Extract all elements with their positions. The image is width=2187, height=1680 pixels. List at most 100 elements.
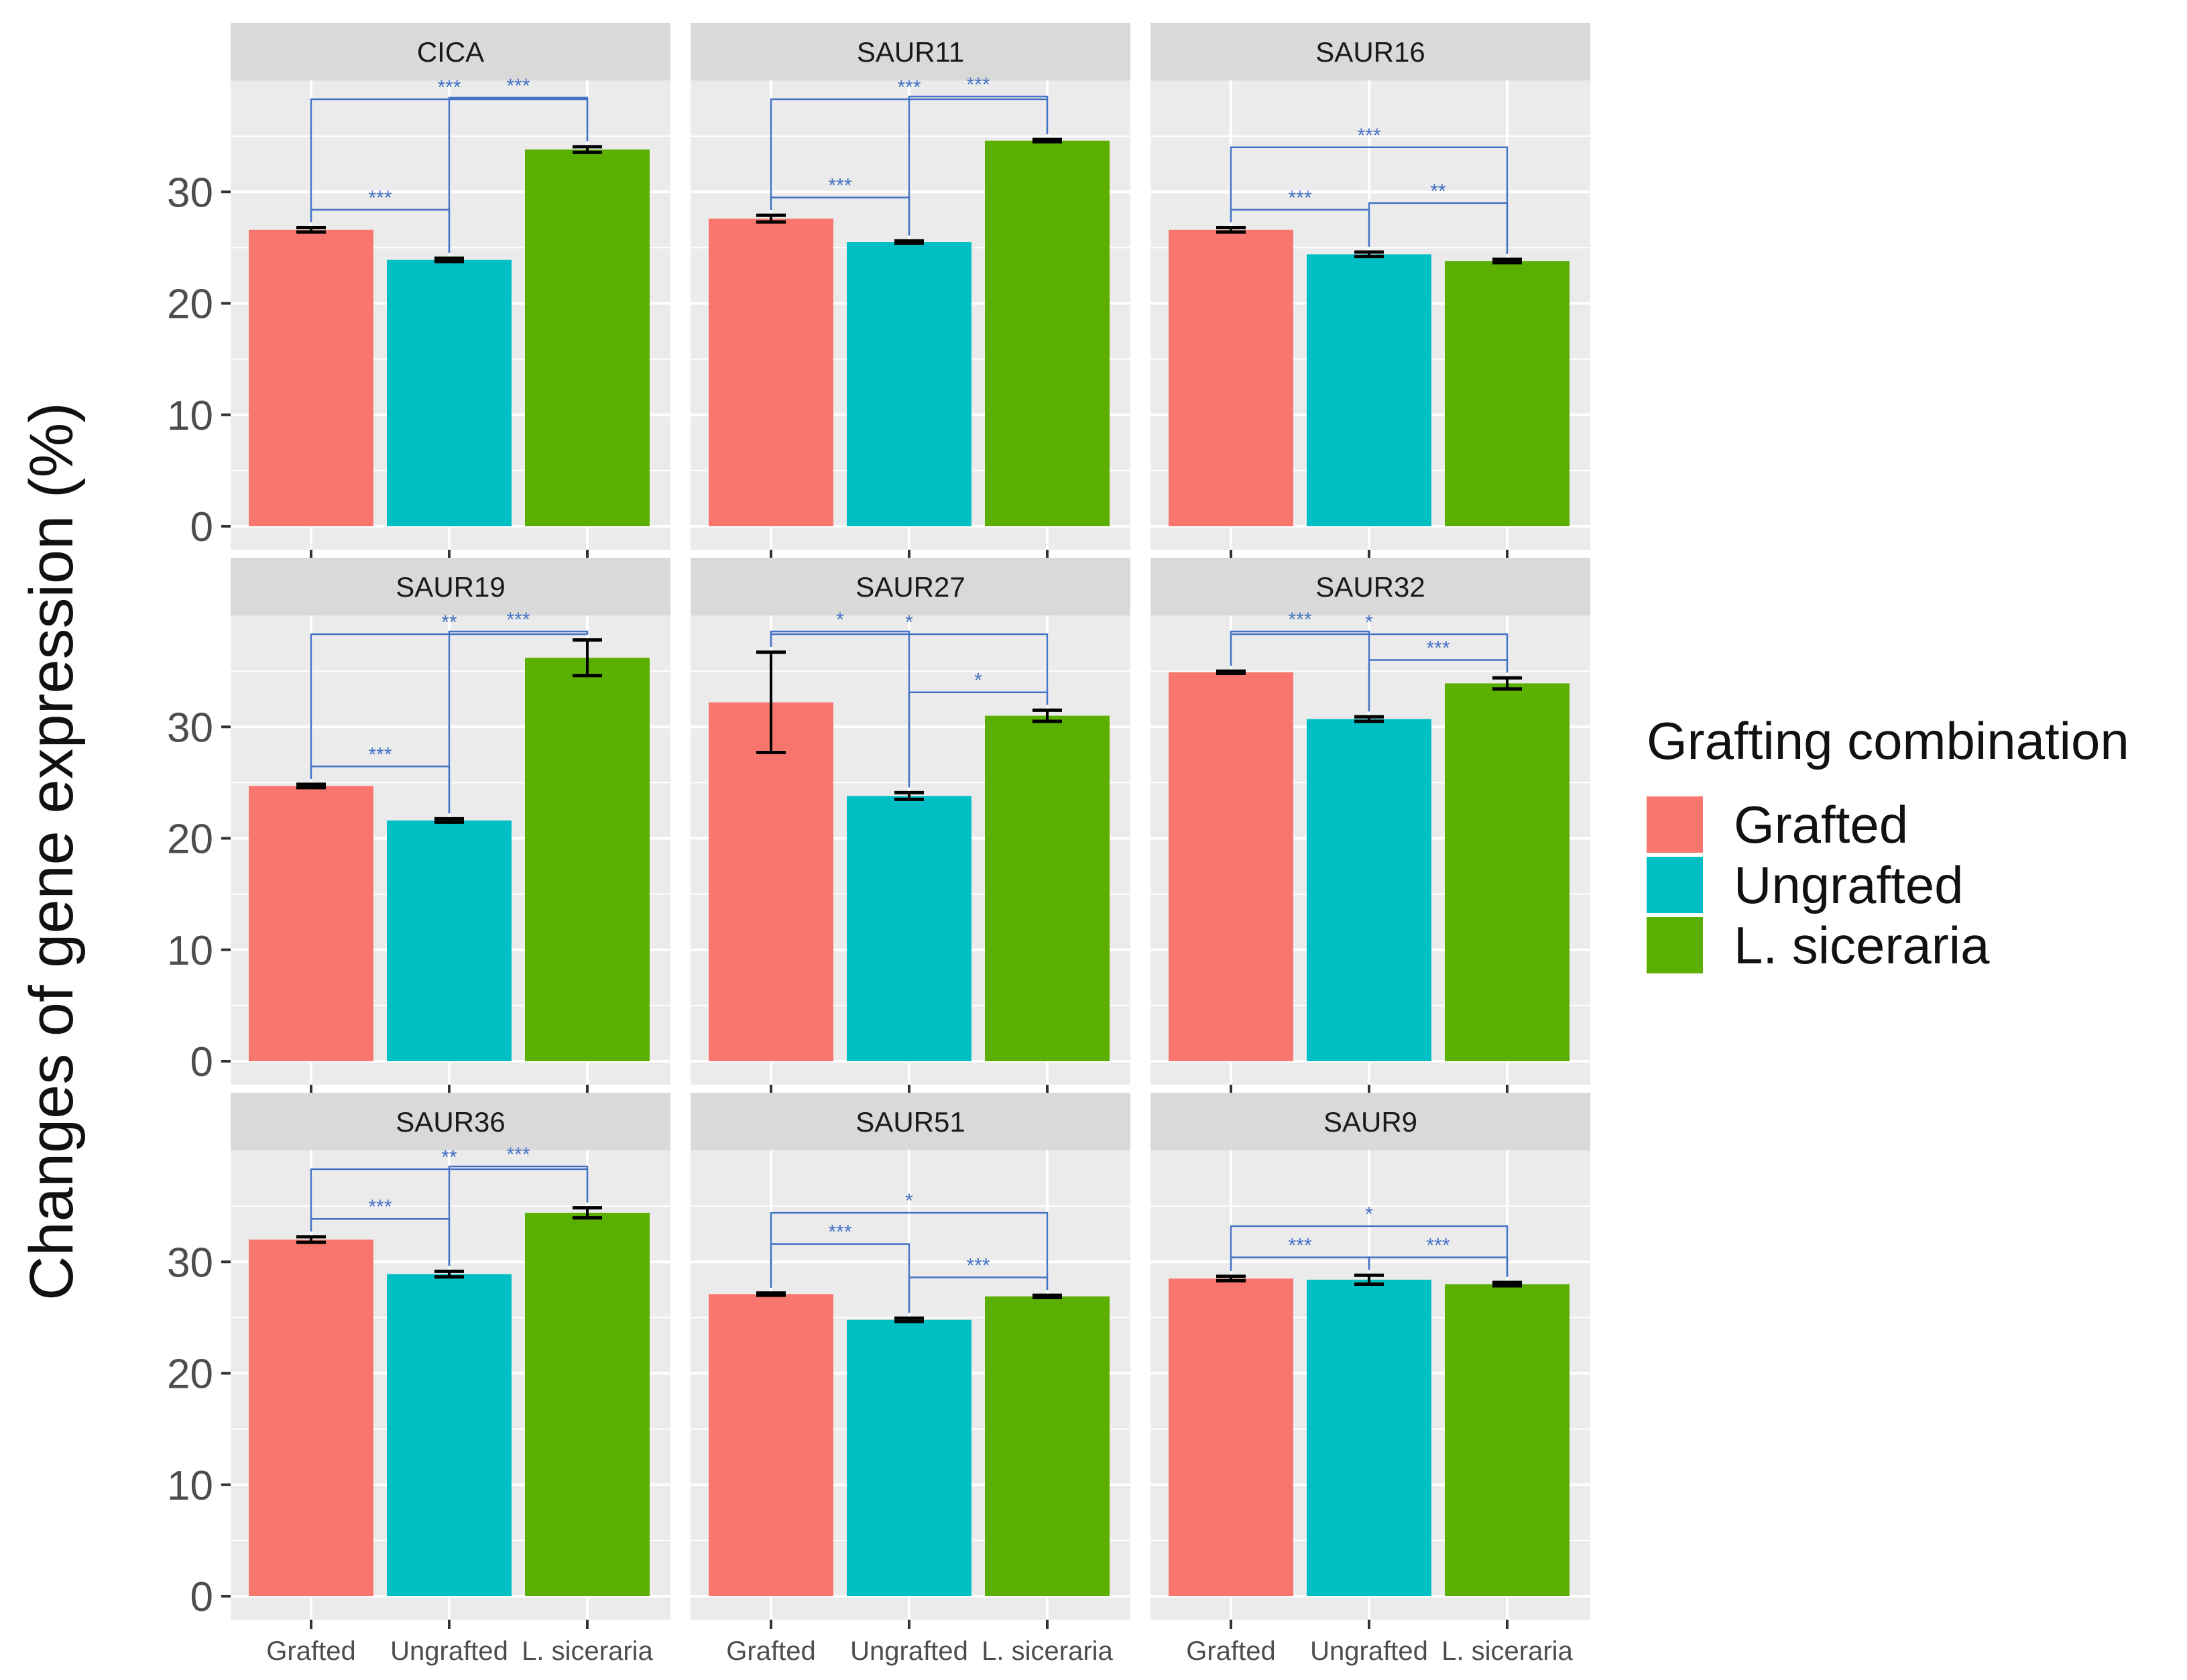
significance-bracket: * <box>770 1190 1049 1291</box>
x-tick-label-l-siceraria: L. siceraria <box>1441 1636 1573 1666</box>
y-tick-label: 20 <box>167 1352 213 1398</box>
errorbar-l-siceraria <box>1032 137 1062 143</box>
significance-label: *** <box>828 175 851 197</box>
significance-bracket: *** <box>448 1144 589 1266</box>
significance-bracket: * <box>1230 611 1509 673</box>
x-tick-label-l-siceraria: L. siceraria <box>522 1636 653 1666</box>
y-tick-label: 10 <box>167 1463 213 1509</box>
bar-grafted <box>709 702 833 1061</box>
bracket-line <box>908 95 1049 236</box>
x-tick-label-ungrafted: Ungrafted <box>1310 1636 1428 1666</box>
bar-l-siceraria <box>525 658 650 1061</box>
panel-title: CICA <box>417 36 484 68</box>
panel-title: SAUR36 <box>396 1106 505 1138</box>
legend-item-grafted: Grafted <box>1647 794 2176 855</box>
panel-saur51: SAUR51*******Grafted Ungrafted L. sicerari… <box>691 1093 1130 1666</box>
significance-label: *** <box>1288 1235 1311 1257</box>
panel-cica: CICA *** *** *** 0 10 20 30 <box>167 23 670 559</box>
errorbar-l-siceraria <box>573 1206 602 1220</box>
bracket-line <box>1230 633 1509 673</box>
x-tick-label-ungrafted: Ungrafted <box>850 1636 968 1666</box>
y-axis-title: Changes of gene expression (%) <box>17 402 86 1301</box>
bar-l-siceraria <box>985 715 1110 1061</box>
bracket-line <box>1368 659 1509 712</box>
significance-label: * <box>905 1190 913 1212</box>
bar-ungrafted <box>847 1319 971 1596</box>
significance-bracket: *** <box>908 1255 1049 1313</box>
bar-ungrafted <box>1307 254 1431 526</box>
errorbar-grafted <box>296 225 326 234</box>
bracket-line <box>770 1211 1049 1291</box>
bar-grafted <box>1169 1278 1293 1596</box>
legend-label-grafted: Grafted <box>1734 794 1909 854</box>
significance-label: *** <box>368 187 392 209</box>
x-tick-label-ungrafted: Ungrafted <box>390 1636 508 1666</box>
x-tick-label-grafted: Grafted <box>726 1636 815 1666</box>
legend-swatch-ungrafted <box>1647 857 1703 913</box>
y-tick-label: 10 <box>167 393 213 439</box>
errorbar-grafted <box>1216 225 1246 234</box>
errorbar-grafted <box>756 1291 786 1297</box>
errorbar-grafted <box>1216 669 1246 675</box>
panel-title: SAUR9 <box>1323 1106 1417 1138</box>
bar-grafted <box>249 229 373 526</box>
errorbar-l-siceraria <box>1032 1293 1062 1299</box>
significance-label: *** <box>368 743 392 766</box>
bar-grafted <box>1169 672 1293 1061</box>
panel-title: SAUR19 <box>396 571 505 603</box>
errorbar-l-siceraria <box>1492 257 1522 265</box>
bracket-line <box>448 1165 589 1266</box>
bar-grafted <box>709 1294 833 1596</box>
significance-label: *** <box>437 76 461 99</box>
errorbar-grafted <box>296 1235 326 1244</box>
significance-label: *** <box>897 76 921 99</box>
panel-title: SAUR11 <box>857 36 964 68</box>
bar-grafted <box>1169 229 1293 526</box>
significance-label: *** <box>828 1221 851 1244</box>
bracket-line <box>1230 146 1509 254</box>
bar-grafted <box>249 1240 373 1596</box>
bar-ungrafted <box>847 796 971 1061</box>
errorbar-grafted <box>756 213 786 224</box>
bar-ungrafted <box>1307 1279 1431 1596</box>
y-tick-label: 20 <box>167 282 213 328</box>
significance-bracket: *** <box>448 75 589 253</box>
legend-label-l-siceraria: L. siceraria <box>1734 915 1990 975</box>
y-tick-label: 20 <box>167 817 213 863</box>
significance-label: ** <box>441 1146 457 1168</box>
panel-strip <box>231 23 670 80</box>
legend-item-ungrafted: Ungrafted <box>1647 855 2176 915</box>
legend-swatch-grafted <box>1647 796 1703 853</box>
bar-ungrafted <box>847 242 971 526</box>
errorbar-l-siceraria <box>1032 708 1062 723</box>
significance-label: *** <box>1288 187 1311 209</box>
bar-l-siceraria <box>1445 261 1570 526</box>
errorbar-ungrafted <box>894 1316 924 1323</box>
panel-saur32: SAUR32*** **** <box>1150 558 1590 1094</box>
significance-bracket: *** <box>1368 1235 1509 1278</box>
significance-bracket: ** <box>1368 180 1509 254</box>
bar-ungrafted <box>387 1274 512 1596</box>
panel-title: SAUR51 <box>855 1106 965 1138</box>
panel-strip <box>691 23 1130 80</box>
significance-label: *** <box>1426 638 1450 660</box>
errorbar-ungrafted <box>894 239 924 245</box>
errorbar-l-siceraria <box>1492 1280 1522 1288</box>
x-tick-label-grafted: Grafted <box>1186 1636 1275 1666</box>
legend-items: Grafted Ungrafted L. siceraria <box>1647 794 2176 975</box>
significance-label: * <box>836 609 844 631</box>
bar-l-siceraria <box>985 140 1110 526</box>
significance-bracket: * <box>1230 1203 1509 1278</box>
errorbar-ungrafted <box>1354 250 1384 259</box>
x-tick-label-l-siceraria: L. siceraria <box>982 1636 1113 1666</box>
bracket-line <box>448 630 589 814</box>
errorbar-ungrafted <box>894 790 924 801</box>
bar-ungrafted <box>1307 719 1431 1061</box>
panel-strip <box>691 1093 1130 1150</box>
bracket-line <box>770 633 1049 705</box>
bar-ungrafted <box>387 820 512 1061</box>
significance-bracket: *** <box>448 609 589 814</box>
panel-saur11: SAUR11****** *** <box>691 23 1130 559</box>
